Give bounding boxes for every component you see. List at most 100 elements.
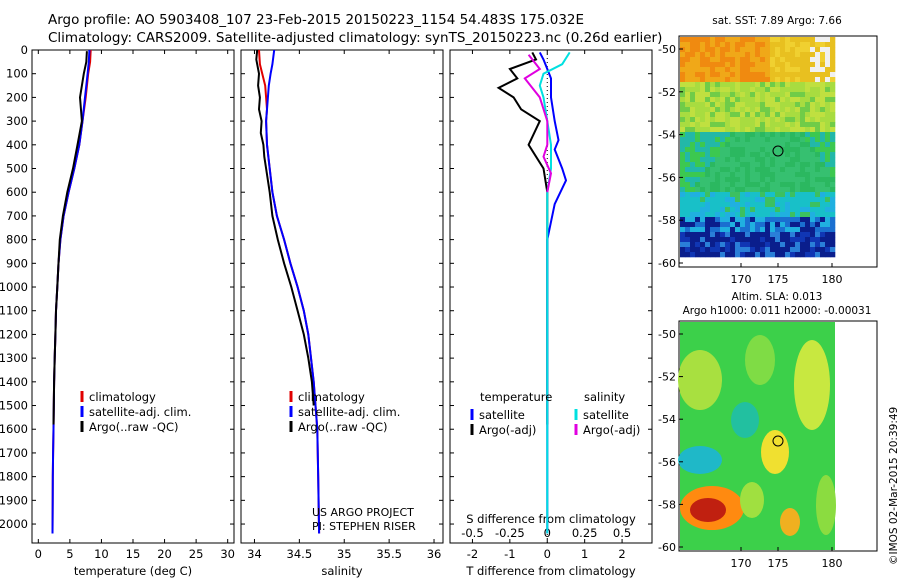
map-y-tick-label: -58 — [658, 498, 676, 511]
x-tick-label: 20 — [157, 547, 172, 561]
legend-label: climatology — [89, 390, 156, 404]
y-tick-label: 1900 — [0, 493, 28, 507]
y-tick-label: 100 — [6, 67, 28, 81]
map-x-tick-label: 175 — [768, 557, 789, 570]
x-axis-label: T difference from climatology — [465, 564, 636, 578]
difference-panel: -2 -1 0 1 2 T difference from climatology -0.5… — [449, 49, 653, 578]
y-tick-label: 700 — [6, 209, 28, 223]
map-y-tick-label: -54 — [658, 129, 676, 142]
map-x-tick-label: 170 — [731, 557, 752, 570]
x-tick-label: 10 — [94, 547, 109, 561]
x-tick-label: 2 — [618, 547, 625, 561]
s-diff-tick-label: -0.25 — [495, 526, 525, 540]
s-diff-tick-label: 0.5 — [613, 526, 631, 540]
y-tick-label: 200 — [6, 90, 28, 104]
y-tick-label: 1300 — [0, 351, 28, 365]
y-tick-label: 800 — [6, 233, 28, 247]
map-y-tick-label: -60 — [658, 257, 676, 270]
x-tick-label: -1 — [504, 547, 515, 561]
y-tick-label: 1600 — [0, 422, 28, 436]
x-tick-label: -2 — [467, 547, 478, 561]
panel-frame — [31, 49, 235, 544]
series-temp-sat — [538, 51, 568, 534]
panel-frame — [240, 49, 444, 544]
s-diff-tick-label: -0.5 — [461, 526, 483, 540]
y-tick-label: 1700 — [0, 446, 28, 460]
legend-label: Argo(-adj) — [583, 423, 640, 437]
y-tick-label: 1200 — [0, 327, 28, 341]
series-sal-sat — [538, 51, 571, 534]
series-argo — [255, 49, 315, 406]
legend-title: temperature — [480, 390, 552, 404]
s-diff-axis-label: S difference from climatology — [466, 512, 636, 526]
y-tick-label: 500 — [6, 162, 28, 176]
x-axis-label: salinity — [321, 564, 362, 578]
project-annotation: US ARGO PROJECT — [312, 506, 414, 519]
temperature-panel: 0100200300400500600700800900100011001200… — [0, 43, 235, 578]
y-tick-label: 400 — [6, 138, 28, 152]
map-x-tick-label: 180 — [822, 273, 843, 286]
x-tick-label: 15 — [126, 547, 141, 561]
y-tick-label: 0 — [21, 43, 28, 57]
project-annotation: PI: STEPHEN RISER — [312, 520, 416, 533]
map-y-tick-label: -56 — [658, 171, 676, 184]
series-sal-argo — [523, 54, 553, 193]
x-tick-label: 34.5 — [287, 547, 313, 561]
x-tick-label: 1 — [581, 547, 588, 561]
sst-map: sat. SST: 7.89 Argo: 7.66 170 175 180 -50 -5… — [658, 15, 878, 286]
x-tick-label: 30 — [220, 547, 235, 561]
x-tick-label: 34 — [247, 547, 262, 561]
legend-label: satellite — [479, 408, 525, 422]
legend-label: Argo(..raw -QC) — [298, 420, 388, 434]
y-tick-label: 1000 — [0, 280, 28, 294]
y-tick-label: 1400 — [0, 375, 28, 389]
sst-map-title: sat. SST: 7.89 Argo: 7.66 — [712, 15, 842, 27]
figure-title: Argo profile: AO 5903408_107 23-Feb-2015… — [48, 12, 585, 28]
map-y-tick-label: -60 — [658, 541, 676, 554]
sst-field — [680, 37, 836, 258]
sla-map-axes: 170 175 180 -50 -52 -54 -56 -58 -60 — [658, 328, 842, 570]
x-tick-label: 35 — [337, 547, 352, 561]
x-tick-label: 36 — [427, 547, 442, 561]
map-y-tick-label: -50 — [658, 43, 676, 56]
x-tick-label: 25 — [189, 547, 204, 561]
map-y-tick-label: -58 — [658, 214, 676, 227]
legend-label: satellite — [583, 408, 629, 422]
map-y-tick-label: -56 — [658, 456, 676, 469]
y-tick-label: 2000 — [0, 517, 28, 531]
sla-field — [678, 322, 836, 550]
figure-subtitle: Climatology: CARS2009. Satellite-adjuste… — [48, 30, 663, 46]
map-x-tick-label: 180 — [822, 557, 843, 570]
s-diff-tick-label: 0.25 — [572, 526, 598, 540]
sst-map-axes: 170 175 180 -50 -52 -54 -56 -58 -60 — [658, 43, 842, 286]
sla-map: Altim. SLA: 0.013 Argo h1000: 0.011 h200… — [658, 291, 878, 570]
map-x-tick-label: 170 — [731, 273, 752, 286]
x-tick-label: 5 — [66, 547, 73, 561]
legend-label: satellite-adj. clim. — [89, 405, 191, 419]
panel-frame — [449, 49, 653, 544]
map-y-tick-label: -50 — [658, 328, 676, 341]
x-axis-label: temperature (deg C) — [74, 564, 192, 578]
y-tick-label: 900 — [6, 256, 28, 270]
map-y-tick-label: -52 — [658, 371, 676, 384]
x-tick-label: 35.5 — [376, 547, 402, 561]
sla-map-subtitle: Argo h1000: 0.011 h2000: -0.00031 — [683, 305, 872, 317]
map-y-tick-label: -54 — [658, 413, 676, 426]
legend-label: Argo(..raw -QC) — [89, 420, 179, 434]
imos-watermark: ©IMOS 02-Mar-2015 20:39:49 — [888, 406, 900, 565]
y-tick-label: 1800 — [0, 470, 28, 484]
map-x-tick-label: 175 — [768, 273, 789, 286]
y-tick-label: 1100 — [0, 304, 28, 318]
series-satellite — [265, 49, 321, 534]
x-tick-label: 0 — [35, 547, 42, 561]
series-temp-argo — [496, 51, 549, 425]
y-tick-label: 300 — [6, 114, 28, 128]
y-tick-label: 600 — [6, 185, 28, 199]
legend-label: Argo(-adj) — [479, 423, 536, 437]
argo-location-marker — [772, 145, 784, 157]
salinity-panel: 34 34.5 35 35.5 36 salinity climatologysatelli… — [240, 49, 444, 578]
map-y-tick-label: -52 — [658, 86, 676, 99]
y-tick-label: 1500 — [0, 399, 28, 413]
x-tick-label: 0 — [544, 547, 551, 561]
